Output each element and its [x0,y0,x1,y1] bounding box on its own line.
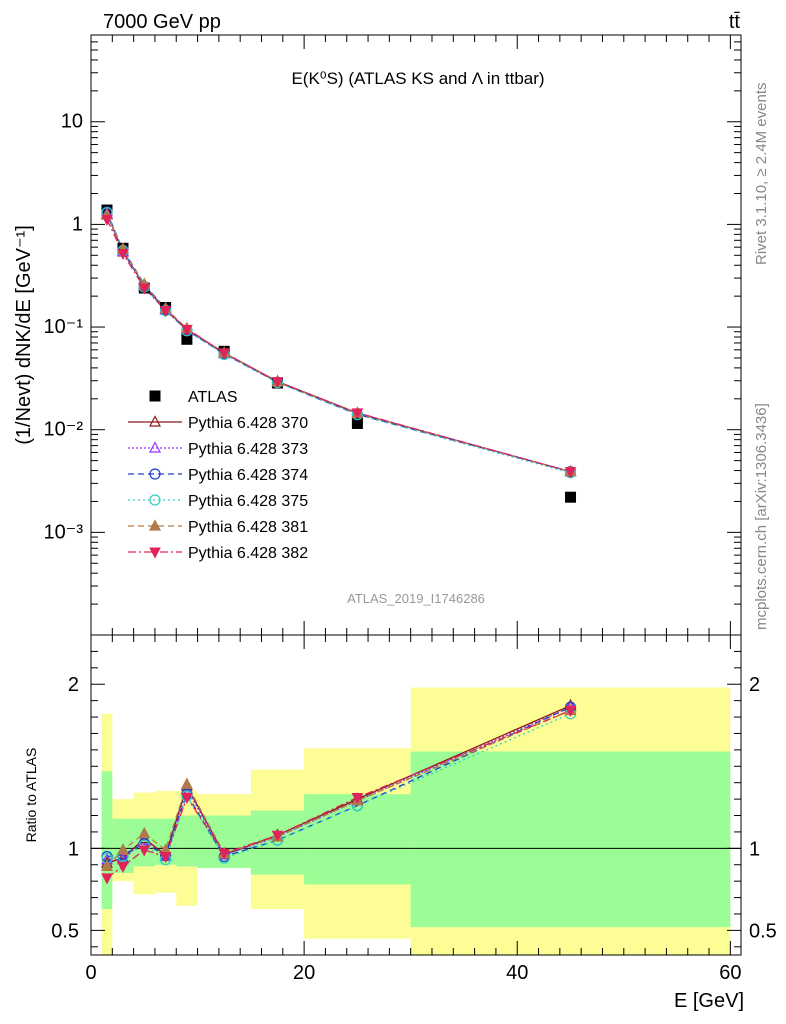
ratio-series-marker [101,873,113,885]
main-series-marker [117,249,129,261]
main-series-line [106,213,571,473]
main-series-marker [101,214,113,226]
ratio-uncertainty-bands [91,687,741,955]
ratio-series-marker [117,861,129,873]
legend-label: Pythia 6.428 373 [188,441,308,458]
ratio-y-tick-label: 1 [68,838,79,860]
ratio-series-marker [180,777,193,789]
legend-entry: ATLAS [149,389,238,406]
ratio-series-line [106,706,571,861]
main-y-tick-label: 10⁻¹ [44,316,84,338]
stat-uncertainty-band [410,751,731,928]
atlas-data-point [565,491,577,503]
legend-marker [149,415,161,427]
x-tick-label: 60 [719,962,741,984]
mcplots-label: mcplots.cern.ch [arXiv:1306.3436] [753,403,770,630]
ratio-series-marker [564,705,577,718]
process-label: tt̄ [729,11,741,33]
legend-entry: Pythia 6.428 381 [128,519,308,536]
legend-entry: Pythia 6.428 373 [128,441,308,458]
legend-label: Pythia 6.428 374 [188,467,308,484]
ratio-y-tick-label-right: 1 [749,838,760,860]
atlas-data-point [351,417,363,429]
legend-marker [149,468,161,480]
ratio-y-tick-label: 2 [68,674,79,696]
main-y-axis: 10⁻³ 10⁻² 10⁻¹ 1 10 [44,34,741,636]
main-y-tick-label: 1 [72,213,83,235]
main-series-marker [271,377,284,389]
main-series-marker [218,348,231,360]
ratio-series-marker [138,826,151,839]
collision-label: 7000 GeV pp [103,11,221,33]
main-series-marker [138,283,151,295]
legend-marker [149,494,161,506]
ratio-series-marker [181,792,193,805]
stat-uncertainty-band [176,815,198,867]
ratio-frame [90,634,742,956]
main-series-marker [351,408,364,420]
main-x-ticks [90,35,731,635]
ratio-series-marker [100,859,113,871]
main-y-tick-label: 10⁻² [44,419,84,441]
ratio-x-axis: 0 20 40 60 [85,635,741,984]
ratio-panel: 0.5 0.5 1 1 2 2 0 20 40 60 [51,634,777,984]
analysis-watermark: ATLAS_2019_I1746286 [347,591,485,606]
main-series-line [106,212,571,474]
legend-entry: Pythia 6.428 375 [128,493,308,510]
ratio-y-tick-label-right: 0.5 [749,920,777,942]
main-series-marker [159,305,172,318]
chart-title: E(K⁰S) (ATLAS KS and Λ in ttbar) [291,69,544,88]
legend-marker [149,547,161,559]
stat-uncertainty-band [101,771,113,910]
ratio-series-marker [218,848,231,860]
main-series-line [106,213,571,473]
legend-marker [149,441,161,453]
legend: ATLAS Pythia 6.428 370 Pythia 6.428 373 Pyt… [128,389,308,562]
main-y-tick-label: 10 [61,111,83,133]
main-panel: 10⁻³ 10⁻² 10⁻¹ 1 10 [44,34,742,636]
main-marks [100,204,577,503]
ratio-series-marker [116,843,129,855]
ratio-y-tick-label-right: 2 [749,674,760,696]
stat-uncertainty-band [304,794,411,885]
x-axis-title: E [GeV] [674,990,744,1012]
legend-label: Pythia 6.428 375 [188,493,308,510]
legend-marker [149,390,161,402]
ratio-series-marker [271,830,284,842]
ratio-series-marker [351,792,364,805]
main-series-line [106,214,571,473]
ratio-series-line [106,713,571,861]
legend-label: ATLAS [188,389,238,406]
legend-entry: Pythia 6.428 374 [128,467,308,484]
rivet-version-label: Rivet 3.1.10, ≥ 2.4M events [753,83,770,266]
legend-entry: Pythia 6.428 370 [128,415,308,432]
ratio-series-marker [159,852,172,864]
ratio-y-tick-label: 0.5 [51,920,79,942]
main-series-line [106,211,571,473]
ratio-series-marker [138,845,151,857]
legend-label: Pythia 6.428 381 [188,519,308,536]
x-tick-label: 40 [506,962,528,984]
ratio-marks [100,698,577,885]
main-series-marker [181,324,193,336]
main-y-axis-title: (1/Nevt) dNK/dE [GeV⁻¹] [13,225,35,445]
legend-marker [149,519,161,531]
legend-entry: Pythia 6.428 382 [128,545,308,562]
ratio-y-axis: 0.5 0.5 1 1 2 2 [51,650,777,948]
main-series-marker [564,467,577,479]
x-tick-label: 0 [85,962,96,984]
legend-label: Pythia 6.428 370 [188,415,308,432]
x-tick-label: 20 [293,962,315,984]
legend-label: Pythia 6.428 382 [188,545,308,562]
main-series-line [106,219,571,473]
ratio-y-axis-title: Ratio to ATLAS [23,748,39,843]
atlas-data-point [181,333,193,345]
main-y-tick-label: 10⁻³ [44,521,84,543]
